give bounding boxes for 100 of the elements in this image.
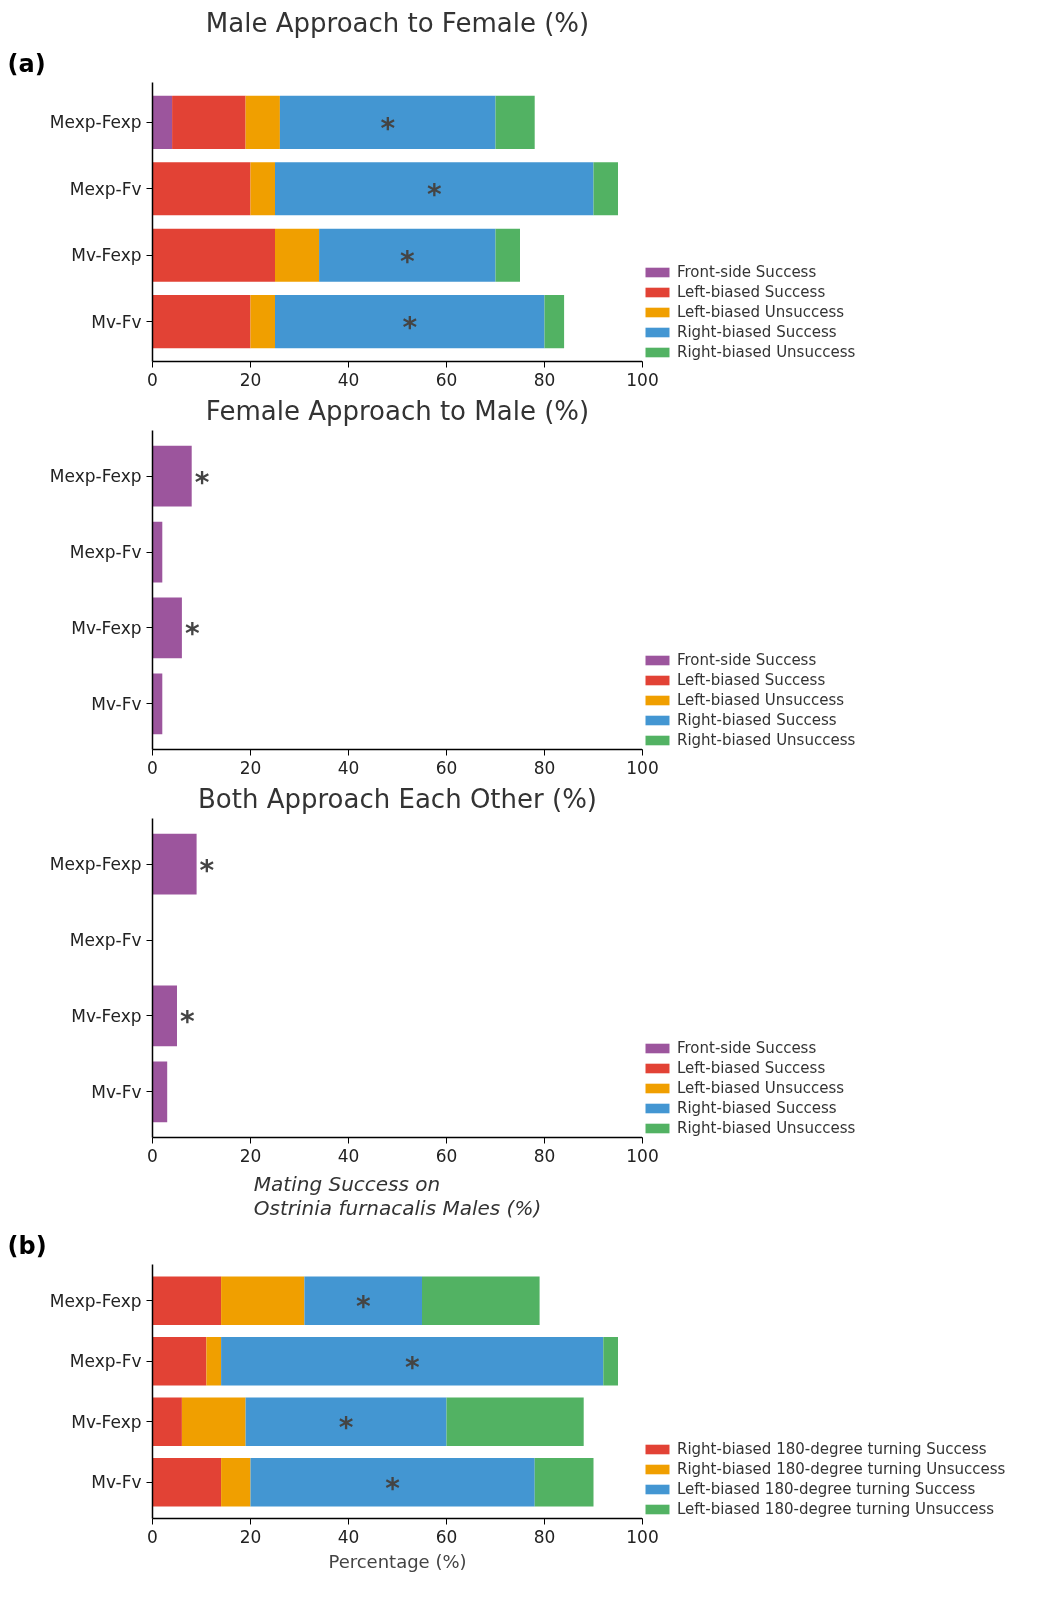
bar (245, 1397, 447, 1446)
legend-label: Right-biased Success (677, 1099, 837, 1117)
y-tick-label: Mexp-Fexp (49, 112, 142, 133)
y-tick-label: Mv-Fv (91, 1081, 142, 1102)
annotation: * (404, 1350, 420, 1384)
x-axis-title: Percentage (%) (328, 1550, 467, 1572)
bar (250, 295, 275, 349)
y-tick-label: Mv-Fexp (71, 617, 142, 638)
bar (152, 295, 251, 349)
y-tick-label: Mexp-Fv (69, 178, 142, 199)
bar (152, 1276, 222, 1325)
bar (152, 985, 177, 1047)
bar (495, 228, 520, 282)
y-tick-label: Mv-Fv (91, 1472, 142, 1493)
x-tick-label: 80 (533, 1526, 556, 1547)
bar (275, 228, 320, 282)
y-tick-label: Mv-Fv (91, 693, 142, 714)
annotation: * (194, 465, 210, 499)
x-tick-label: 20 (239, 369, 262, 390)
legend-label: Left-biased Unsuccess (677, 303, 845, 321)
x-tick-label: 40 (337, 757, 360, 778)
annotation: * (380, 111, 396, 145)
bar (152, 228, 275, 282)
bar (206, 1337, 222, 1386)
x-tick-label: 20 (239, 1145, 262, 1166)
bar (544, 295, 565, 349)
bar (181, 1397, 246, 1446)
bar (152, 1061, 168, 1123)
bar (603, 1337, 618, 1386)
x-tick-label: 0 (147, 1526, 158, 1547)
x-tick-label: 80 (533, 369, 556, 390)
bar (534, 1458, 594, 1507)
y-tick-label: Mv-Fexp (71, 1005, 142, 1026)
legend-label: Front-side Success (677, 263, 817, 281)
x-tick-label: 40 (337, 1526, 360, 1547)
annotation: * (184, 617, 200, 651)
bar (152, 1397, 182, 1446)
chart-title: Mating Success on Ostrinia furnacalis Males (%) (253, 1171, 542, 1220)
y-tick-label: Mexp-Fv (69, 1351, 142, 1372)
legend-label: Right-biased Success (677, 323, 837, 341)
x-tick-label: 60 (435, 1526, 458, 1547)
bar (152, 95, 173, 149)
x-tick-label: 100 (626, 757, 659, 778)
legend-label: Front-side Success (677, 1039, 817, 1057)
legend-label: Right-biased Unsuccess (677, 343, 856, 361)
bar (221, 1458, 251, 1507)
bar (152, 833, 197, 895)
bar (495, 95, 535, 149)
x-tick-label: 0 (147, 1145, 158, 1166)
legend-label: Left-biased Success (677, 671, 826, 689)
legend-label: Left-biased 180-degree turning Success (677, 1480, 976, 1498)
bar (172, 95, 246, 149)
y-tick-label: Mexp-Fv (69, 542, 142, 563)
bar (250, 1458, 535, 1507)
y-tick-label: Mexp-Fv (69, 930, 142, 951)
bar (422, 1276, 540, 1325)
y-tick-label: Mv-Fv (91, 311, 142, 332)
legend-label: Left-biased Unsuccess (677, 691, 845, 709)
x-tick-label: 100 (626, 1526, 659, 1547)
x-tick-label: 60 (435, 1145, 458, 1166)
y-tick-label: Mv-Fexp (71, 245, 142, 266)
x-tick-label: 20 (239, 1526, 262, 1547)
legend-label: Right-biased 180-degree turning Unsuccess (677, 1460, 1006, 1478)
annotation: * (426, 178, 442, 212)
bar (275, 295, 545, 349)
bar (304, 1276, 422, 1325)
x-tick-label: 60 (435, 369, 458, 390)
annotation: * (355, 1290, 371, 1324)
legend-label: Right-biased Unsuccess (677, 1119, 856, 1137)
x-tick-label: 0 (147, 757, 158, 778)
annotation: * (385, 1471, 401, 1505)
bar (152, 162, 251, 216)
chart-title: Male Approach to Female (%) (205, 7, 590, 38)
x-tick-label: 40 (337, 1145, 360, 1166)
y-tick-label: Mexp-Fexp (49, 854, 142, 875)
bar (593, 162, 618, 216)
text: (b) (7, 1231, 47, 1260)
legend-label: Front-side Success (677, 651, 817, 669)
x-tick-label: 100 (626, 369, 659, 390)
legend-label: Left-biased 180-degree turning Unsuccess (677, 1500, 995, 1518)
x-tick-label: 60 (435, 757, 458, 778)
bar (319, 228, 496, 282)
bar (275, 162, 594, 216)
annotation: * (402, 311, 418, 345)
bar (250, 162, 275, 216)
y-tick-label: Mexp-Fexp (49, 466, 142, 487)
annotation: * (399, 244, 415, 278)
x-tick-label: 80 (533, 757, 556, 778)
y-tick-label: Mexp-Fexp (49, 1290, 142, 1311)
legend-label: Left-biased Success (677, 1059, 826, 1077)
x-tick-label: 100 (626, 1145, 659, 1166)
bar (152, 1337, 207, 1386)
annotation: * (199, 853, 215, 887)
x-tick-label: 0 (147, 369, 158, 390)
bar (279, 95, 496, 149)
bar (221, 1276, 305, 1325)
legend-label: Left-biased Unsuccess (677, 1079, 845, 1097)
bar (245, 95, 280, 149)
legend-label: Right-biased Unsuccess (677, 731, 856, 749)
chart-title: Female Approach to Male (%) (205, 395, 590, 426)
